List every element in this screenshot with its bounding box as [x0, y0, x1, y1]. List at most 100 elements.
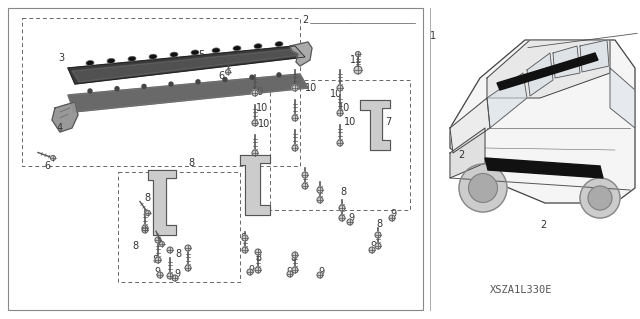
- Circle shape: [167, 273, 173, 279]
- Text: 8: 8: [152, 255, 158, 265]
- Bar: [118, 172, 240, 282]
- Bar: [8, 8, 423, 310]
- Circle shape: [169, 82, 173, 86]
- Circle shape: [355, 51, 360, 56]
- Bar: [270, 80, 410, 210]
- Polygon shape: [360, 100, 390, 150]
- Circle shape: [51, 155, 56, 160]
- Circle shape: [167, 247, 173, 253]
- Circle shape: [242, 247, 248, 253]
- Polygon shape: [148, 170, 176, 235]
- Polygon shape: [610, 68, 635, 128]
- Text: 10: 10: [256, 103, 268, 113]
- Polygon shape: [72, 49, 303, 82]
- Text: 8: 8: [290, 253, 296, 263]
- Text: 9: 9: [248, 265, 254, 275]
- Circle shape: [196, 80, 200, 84]
- Ellipse shape: [128, 56, 136, 61]
- Polygon shape: [68, 46, 305, 84]
- Bar: [22, 18, 300, 166]
- Text: 10: 10: [330, 89, 342, 99]
- Text: 4: 4: [57, 123, 63, 133]
- Text: 9: 9: [370, 241, 376, 251]
- Circle shape: [337, 85, 343, 91]
- Polygon shape: [240, 155, 270, 215]
- Circle shape: [155, 257, 161, 263]
- Circle shape: [252, 150, 258, 156]
- Circle shape: [277, 73, 281, 77]
- Text: 8: 8: [240, 233, 246, 243]
- Text: 10: 10: [338, 103, 350, 113]
- Polygon shape: [553, 46, 580, 78]
- Text: 9: 9: [390, 209, 396, 219]
- Ellipse shape: [170, 52, 178, 57]
- Circle shape: [252, 90, 258, 96]
- Text: 2: 2: [458, 150, 464, 160]
- Text: 8: 8: [144, 193, 150, 203]
- Text: 10: 10: [344, 117, 356, 127]
- Polygon shape: [450, 128, 485, 178]
- Circle shape: [145, 211, 150, 216]
- Circle shape: [292, 145, 298, 151]
- Circle shape: [242, 235, 248, 241]
- Circle shape: [375, 243, 381, 249]
- Ellipse shape: [191, 50, 199, 55]
- Circle shape: [185, 265, 191, 271]
- Circle shape: [255, 267, 261, 273]
- Circle shape: [459, 164, 507, 212]
- Polygon shape: [527, 53, 553, 96]
- Text: 2: 2: [302, 15, 308, 25]
- Text: 7: 7: [385, 117, 391, 127]
- Text: 9: 9: [174, 269, 180, 279]
- Polygon shape: [580, 40, 609, 72]
- Circle shape: [142, 85, 146, 88]
- Text: 2: 2: [540, 220, 547, 230]
- Text: 10: 10: [252, 87, 264, 97]
- Ellipse shape: [149, 54, 157, 59]
- Circle shape: [287, 271, 293, 277]
- Circle shape: [88, 89, 92, 93]
- Circle shape: [389, 215, 395, 221]
- Circle shape: [292, 85, 298, 91]
- Text: 10: 10: [258, 119, 270, 129]
- Polygon shape: [68, 74, 308, 112]
- Circle shape: [317, 272, 323, 278]
- Circle shape: [468, 174, 497, 202]
- Circle shape: [375, 232, 381, 238]
- Text: 8: 8: [376, 219, 382, 229]
- Circle shape: [223, 78, 227, 81]
- Circle shape: [317, 187, 323, 193]
- Text: 3: 3: [58, 53, 64, 63]
- Circle shape: [172, 275, 178, 281]
- Text: XSZA1L330E: XSZA1L330E: [490, 285, 552, 295]
- Circle shape: [159, 241, 164, 247]
- Ellipse shape: [107, 58, 115, 63]
- Polygon shape: [450, 40, 635, 203]
- Text: 8: 8: [132, 241, 138, 251]
- Circle shape: [292, 252, 298, 258]
- Text: 9: 9: [348, 213, 354, 223]
- Circle shape: [115, 87, 119, 91]
- Polygon shape: [52, 102, 78, 132]
- Circle shape: [302, 183, 308, 189]
- Text: 9: 9: [286, 267, 292, 277]
- Text: 6: 6: [218, 71, 224, 81]
- Circle shape: [247, 269, 253, 275]
- Circle shape: [347, 219, 353, 225]
- Text: 1: 1: [430, 31, 436, 41]
- Text: 8: 8: [340, 187, 346, 197]
- Text: 8: 8: [255, 253, 261, 263]
- Text: 8: 8: [188, 158, 194, 168]
- Circle shape: [155, 237, 161, 243]
- Polygon shape: [487, 40, 610, 98]
- Ellipse shape: [86, 61, 94, 65]
- Circle shape: [142, 227, 148, 233]
- Circle shape: [580, 178, 620, 218]
- Circle shape: [142, 225, 148, 231]
- Circle shape: [185, 245, 191, 251]
- Polygon shape: [68, 74, 308, 112]
- Text: 11: 11: [350, 55, 362, 65]
- Polygon shape: [290, 42, 312, 66]
- Circle shape: [337, 110, 343, 116]
- Ellipse shape: [233, 46, 241, 51]
